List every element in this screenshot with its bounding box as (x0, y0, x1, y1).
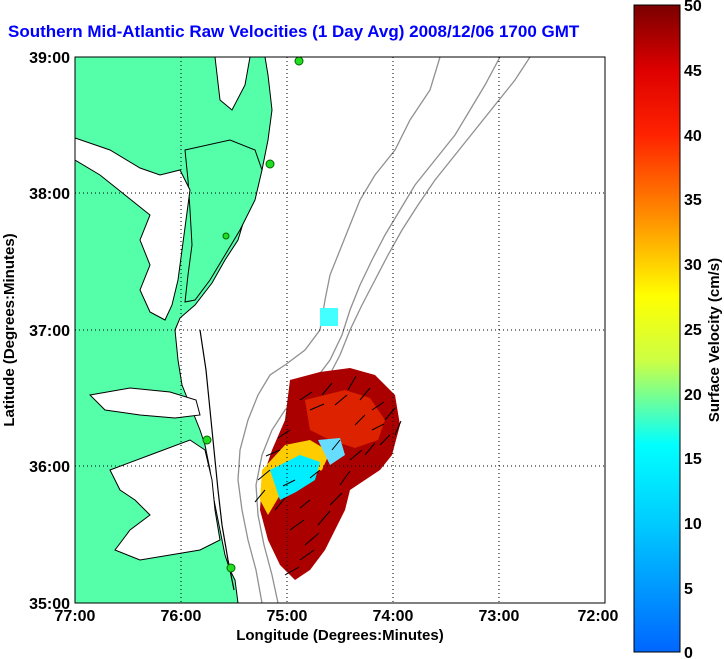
chesapeake-bay (75, 137, 191, 321)
x-tick-label: 73:00 (479, 608, 520, 625)
y-ticks: 39:00 38:00 37:00 36:00 35:00 (29, 50, 70, 613)
y-tick-label: 37:00 (29, 323, 70, 340)
colorbar-tick-label: 20 (684, 387, 702, 404)
colorbar-tick-label: 0 (684, 645, 693, 659)
grid (75, 57, 605, 603)
y-tick-label: 36:00 (29, 459, 70, 476)
colorbar-label: Surface Velocity (cm/s) (706, 258, 723, 422)
colorbar-tick-label: 30 (684, 257, 702, 274)
x-tick-label: 75:00 (267, 608, 308, 625)
colorbar-tick-label: 35 (684, 192, 702, 209)
y-tick-label: 35:00 (29, 596, 70, 613)
colorbar-tick-label: 5 (684, 581, 693, 598)
delmarva-peninsula (184, 139, 263, 303)
colorbar-tick-label: 10 (684, 516, 702, 533)
station-marker (222, 232, 230, 240)
velocity-low-zone (318, 438, 345, 465)
velocity-vectors (254, 375, 402, 576)
colorbar (633, 4, 681, 653)
station-marker (202, 435, 212, 445)
albemarle-sound (88, 387, 201, 419)
x-axis-label: Longitude (Degrees:Minutes) (236, 627, 444, 644)
colorbar-tick-label: 50 (684, 0, 702, 15)
x-tick-label: 76:00 (161, 608, 202, 625)
bathymetry-contour (327, 57, 531, 379)
station-marker (226, 563, 236, 573)
plot-title: Southern Mid-Atlantic Raw Velocities (1 … (8, 22, 580, 41)
colorbar-tick-label: 45 (684, 63, 702, 80)
delaware-bay (214, 57, 251, 111)
outer-banks (199, 329, 235, 591)
x-tick-label: 72:00 (578, 608, 619, 625)
bathymetry-contour (237, 57, 441, 603)
y-axis-label: Latitude (Degrees:Minutes) (1, 233, 18, 426)
colorbar-tick-label: 40 (684, 128, 702, 145)
x-tick-label: 77:00 (55, 608, 96, 625)
station-marker (265, 159, 275, 169)
colorbar-tick-label: 25 (684, 322, 702, 339)
x-ticks: 77:00 76:00 75:00 74:00 73:00 72:00 (55, 608, 619, 625)
velocity-isolated-cell (320, 308, 338, 326)
y-tick-label: 38:00 (29, 186, 70, 203)
station-marker (294, 57, 304, 66)
plot-frame (74, 56, 606, 604)
pamlico-sound (109, 439, 221, 561)
colorbar-tick-label: 15 (684, 451, 702, 468)
colorbar-ticks: 50 45 40 35 30 25 20 15 10 5 0 (684, 0, 702, 659)
bathymetry-contour (255, 57, 501, 603)
x-tick-label: 74:00 (373, 608, 414, 625)
radar-stations (202, 57, 304, 573)
y-tick-label: 39:00 (29, 50, 70, 67)
velocity-high-zone (305, 390, 385, 448)
